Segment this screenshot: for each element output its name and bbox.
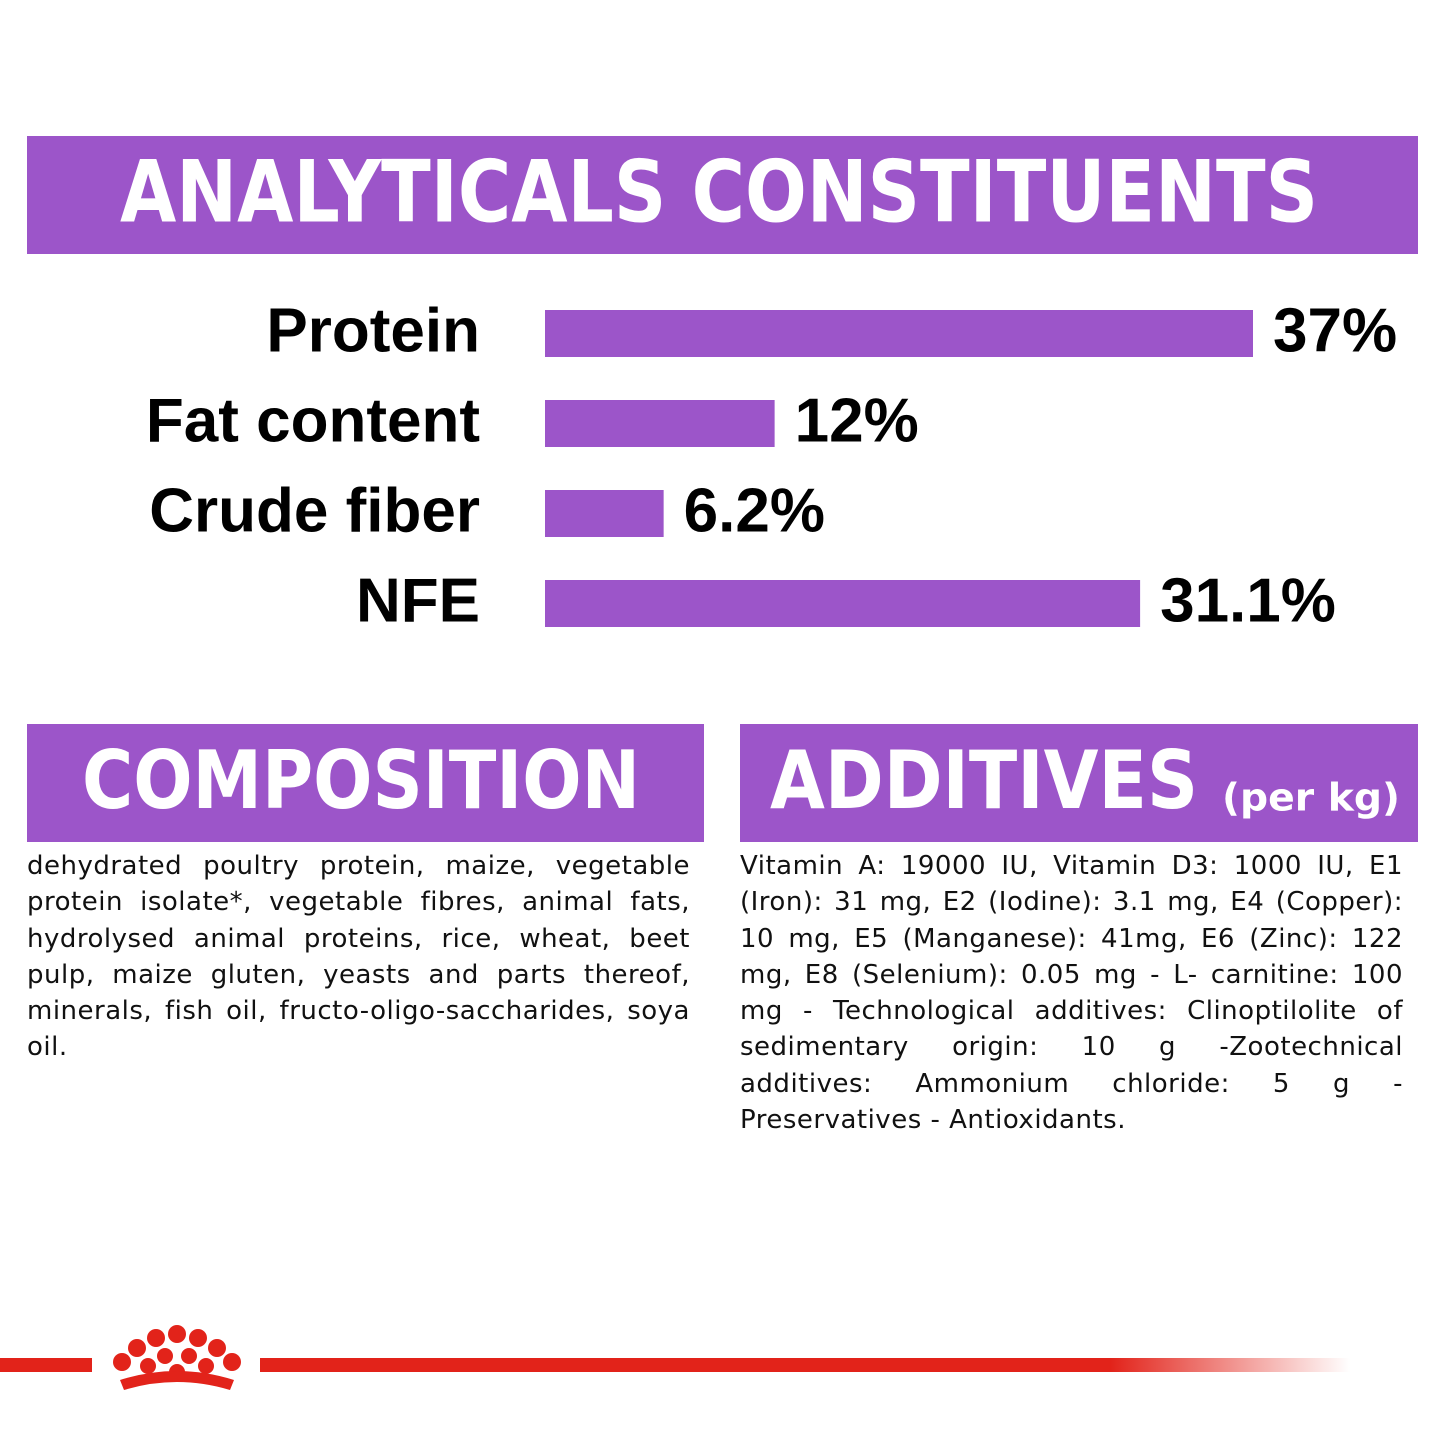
category-label: NFE [356, 566, 480, 635]
additives-banner [740, 724, 1418, 842]
category-label: Fat content [146, 386, 480, 455]
bar-chart: Protein 37% Fat content 12% Crude fiber 6.2% N… [146, 296, 1397, 635]
additives-title: ADDITIVES [770, 734, 1198, 827]
bar [545, 490, 664, 537]
additives-unit: (per kg) [1222, 776, 1400, 820]
composition-title: COMPOSITION [82, 734, 640, 827]
value-label: 37% [1273, 296, 1397, 365]
logo [113, 1325, 241, 1390]
bar [545, 400, 775, 447]
composition-text: dehydrated poultry protein, maize, veget… [27, 851, 690, 1063]
composition-banner [27, 724, 704, 842]
value-label: 6.2% [684, 476, 825, 545]
value-label: 31.1% [1160, 566, 1336, 635]
bar [545, 310, 1253, 357]
value-label: 12% [795, 386, 919, 455]
category-label: Crude fiber [149, 476, 480, 545]
additives-text: Vitamin A: 19000 IU, Vitamin D3: 1000 IU… [740, 851, 1403, 1136]
category-label: Protein [266, 296, 480, 365]
title-banner [27, 136, 1418, 254]
bar [545, 580, 1141, 627]
brand-line [260, 1358, 1350, 1372]
chart-title: ANALYTICALS CONSTITUENTS [120, 142, 1318, 242]
brand-line [0, 1358, 92, 1372]
